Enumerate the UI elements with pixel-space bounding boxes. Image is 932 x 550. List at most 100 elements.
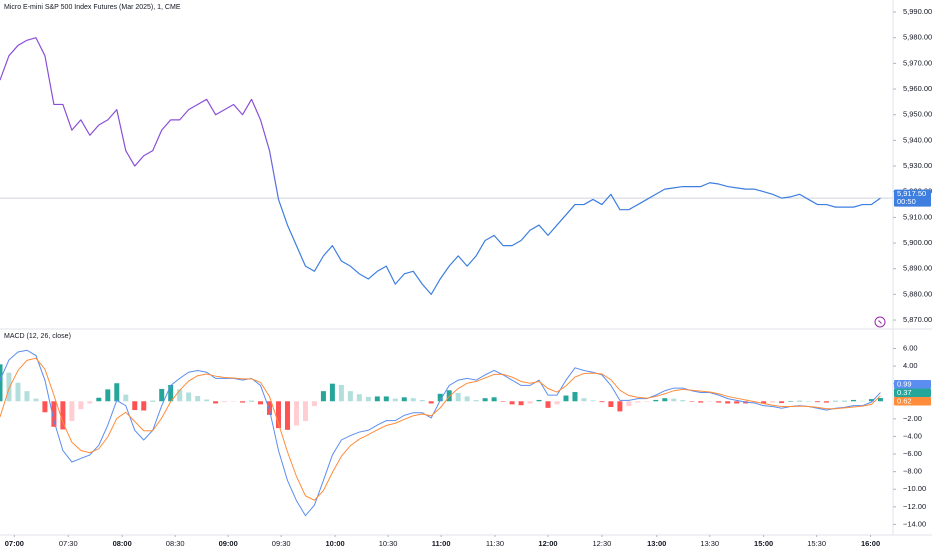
- y-tick-label: 5,910.00: [903, 212, 932, 221]
- histogram-bar: [761, 401, 767, 404]
- histogram-bar: [150, 400, 156, 402]
- histogram-bar: [78, 401, 84, 410]
- histogram-bar: [770, 401, 776, 403]
- histogram-bar: [491, 397, 497, 402]
- histogram-bar: [168, 384, 174, 402]
- event-icon[interactable]: [874, 316, 886, 328]
- histogram-bar: [455, 392, 461, 402]
- histogram-bar: [195, 395, 201, 402]
- histogram-bar: [96, 397, 102, 402]
- histogram-bar: [859, 400, 865, 402]
- histogram-bar: [850, 399, 856, 402]
- histogram-bar: [824, 401, 830, 403]
- indicator-title: MACD (12, 26, close): [4, 333, 71, 340]
- histogram-bar: [841, 400, 847, 402]
- x-tick-label: 13:30: [700, 539, 719, 548]
- histogram-bar: [500, 401, 506, 402]
- x-tick-label: 11:30: [486, 539, 504, 548]
- histogram-bar: [563, 395, 569, 402]
- histogram-bar: [60, 401, 66, 430]
- x-tick-label: 10:00: [326, 539, 345, 548]
- x-tick-label: 09:00: [219, 539, 238, 548]
- histogram-bar: [473, 399, 479, 402]
- histogram-bar: [87, 401, 93, 404]
- x-tick-label: 09:30: [272, 539, 291, 548]
- histogram-bar: [51, 401, 57, 427]
- histogram-bar: [797, 400, 803, 402]
- histogram-bar: [662, 398, 668, 402]
- histogram-bar: [536, 399, 542, 402]
- histogram-bar: [249, 400, 255, 402]
- histogram-bar: [419, 399, 425, 402]
- last-value-label-box: [894, 388, 931, 398]
- histogram-bar: [356, 394, 362, 402]
- histogram-bar: [725, 401, 731, 404]
- histogram-bar: [779, 401, 785, 404]
- histogram-bar: [33, 398, 39, 402]
- histogram-bar: [590, 400, 596, 402]
- histogram-bar: [734, 401, 740, 404]
- histogram-bar: [204, 399, 210, 402]
- histogram-bar: [293, 401, 299, 426]
- histogram-bar: [222, 401, 228, 403]
- histogram-bar: [6, 372, 12, 402]
- y-tick-label: 5,950.00: [903, 110, 932, 119]
- histogram-bar: [464, 396, 470, 402]
- y-tick-label: −2.00: [903, 414, 922, 423]
- histogram-bar: [159, 388, 165, 402]
- x-tick-label: 15:30: [807, 539, 826, 548]
- histogram-bar: [347, 391, 353, 402]
- histogram-bar: [545, 401, 551, 408]
- y-tick-label: −6.00: [903, 449, 922, 458]
- x-tick-label: 07:30: [59, 539, 78, 548]
- histogram-bar: [716, 401, 722, 403]
- histogram-bar: [401, 397, 407, 402]
- y-tick-label: 5,940.00: [903, 135, 932, 144]
- y-tick-label: 5,930.00: [903, 161, 932, 170]
- histogram-bar: [320, 391, 326, 402]
- histogram-bar: [482, 398, 488, 402]
- histogram-bar: [42, 401, 48, 413]
- histogram-bar: [671, 398, 677, 402]
- last-value-label: 0.62: [897, 397, 912, 406]
- histogram-bar: [446, 390, 452, 402]
- histogram-bar: [267, 401, 273, 415]
- histogram-bar: [105, 389, 111, 402]
- histogram-bar: [383, 396, 389, 402]
- histogram-bar: [707, 401, 713, 402]
- histogram-bar: [410, 398, 416, 402]
- histogram-bar: [231, 401, 237, 402]
- histogram-bar: [213, 401, 219, 404]
- histogram-bar: [608, 401, 614, 407]
- y-tick-label: −4.00: [903, 431, 922, 440]
- histogram-bar: [123, 394, 129, 402]
- histogram-bar: [437, 393, 443, 402]
- price-line: [0, 37, 881, 295]
- indicator-line: [0, 349, 881, 517]
- histogram-bar: [806, 401, 812, 402]
- histogram-bar: [527, 401, 533, 404]
- y-tick-label: 4.00: [903, 361, 918, 370]
- indicator-line: [0, 357, 881, 501]
- histogram-bar: [24, 391, 30, 402]
- y-tick-label: 5,870.00: [903, 315, 932, 324]
- histogram-bar: [338, 384, 344, 402]
- x-tick-label: 12:00: [538, 539, 557, 548]
- histogram-bar: [626, 401, 632, 407]
- last-value-label: 0.37: [897, 388, 912, 397]
- histogram-bar: [329, 383, 335, 402]
- histogram-bar: [680, 399, 686, 402]
- histogram-bar: [302, 401, 308, 422]
- x-tick-label: 10:30: [379, 539, 398, 548]
- histogram-bar: [653, 399, 659, 402]
- y-tick-label: 5,990.00: [903, 7, 932, 16]
- y-tick-label: 5,970.00: [903, 58, 932, 67]
- last-value-label: 0.99: [897, 380, 912, 389]
- y-tick-label: −12.00: [903, 502, 926, 511]
- histogram-bar: [132, 401, 138, 411]
- last-value-label-box: [894, 397, 931, 406]
- chart-title: Micro E-mini S&P 500 Index Futures (Mar …: [4, 4, 181, 11]
